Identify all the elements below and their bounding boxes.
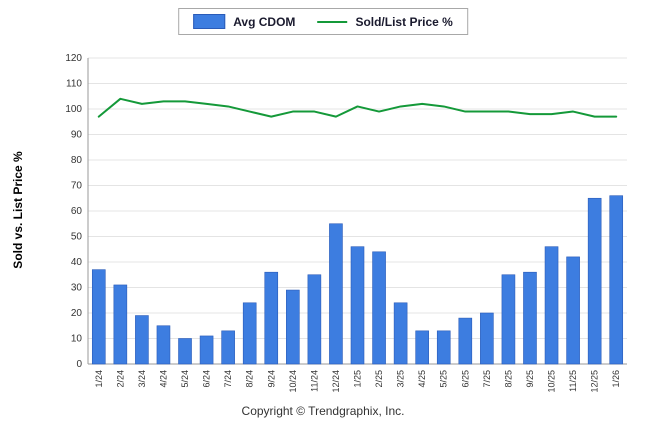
svg-text:10: 10 — [71, 334, 83, 345]
svg-text:3/24: 3/24 — [137, 370, 147, 388]
svg-text:5/25: 5/25 — [439, 370, 449, 388]
svg-text:1/26: 1/26 — [611, 370, 621, 388]
svg-text:12/25: 12/25 — [590, 370, 600, 393]
svg-text:6/25: 6/25 — [460, 370, 470, 388]
svg-text:12/24: 12/24 — [331, 370, 341, 393]
chart-canvas: 0 10 20 30 40 50 60 70 80 90 100 110 120 1/24 2/24 3/24… — [65, 53, 627, 393]
svg-text:50: 50 — [71, 232, 83, 243]
svg-text:60: 60 — [71, 206, 83, 217]
svg-text:7/24: 7/24 — [223, 370, 233, 388]
svg-text:100: 100 — [65, 104, 82, 115]
svg-text:0: 0 — [76, 359, 82, 370]
svg-text:30: 30 — [71, 283, 83, 294]
svg-text:8/25: 8/25 — [503, 370, 513, 388]
svg-text:2/25: 2/25 — [374, 370, 384, 388]
svg-text:40: 40 — [71, 257, 83, 268]
svg-text:9/24: 9/24 — [266, 370, 276, 388]
svg-text:90: 90 — [71, 130, 83, 141]
svg-text:2/24: 2/24 — [115, 370, 125, 388]
legend-bar-label: Avg CDOM — [233, 14, 296, 29]
svg-text:120: 120 — [65, 53, 82, 64]
copyright-text: Copyright © Trendgraphix, Inc. — [241, 404, 405, 418]
legend-bar-swatch — [193, 14, 226, 29]
svg-text:4/25: 4/25 — [417, 370, 427, 388]
svg-text:1/24: 1/24 — [94, 370, 104, 388]
svg-text:1/25: 1/25 — [353, 370, 363, 388]
legend: Avg CDOM Sold/List Price % — [178, 8, 468, 35]
svg-text:80: 80 — [71, 155, 83, 166]
legend-line-label: Sold/List Price % — [355, 14, 453, 29]
svg-text:20: 20 — [71, 308, 83, 319]
svg-text:5/24: 5/24 — [180, 370, 190, 388]
svg-text:11/25: 11/25 — [568, 370, 578, 392]
svg-text:70: 70 — [71, 181, 83, 192]
svg-text:7/25: 7/25 — [482, 370, 492, 388]
svg-text:11/24: 11/24 — [309, 370, 319, 392]
svg-text:6/24: 6/24 — [202, 370, 212, 388]
svg-text:9/25: 9/25 — [525, 370, 535, 388]
svg-text:10/24: 10/24 — [288, 370, 298, 393]
svg-text:10/25: 10/25 — [547, 370, 557, 393]
svg-text:4/24: 4/24 — [158, 370, 168, 388]
svg-text:8/24: 8/24 — [245, 370, 255, 388]
svg-text:3/25: 3/25 — [396, 370, 406, 388]
legend-line-swatch — [317, 20, 348, 23]
svg-text:110: 110 — [66, 79, 82, 90]
